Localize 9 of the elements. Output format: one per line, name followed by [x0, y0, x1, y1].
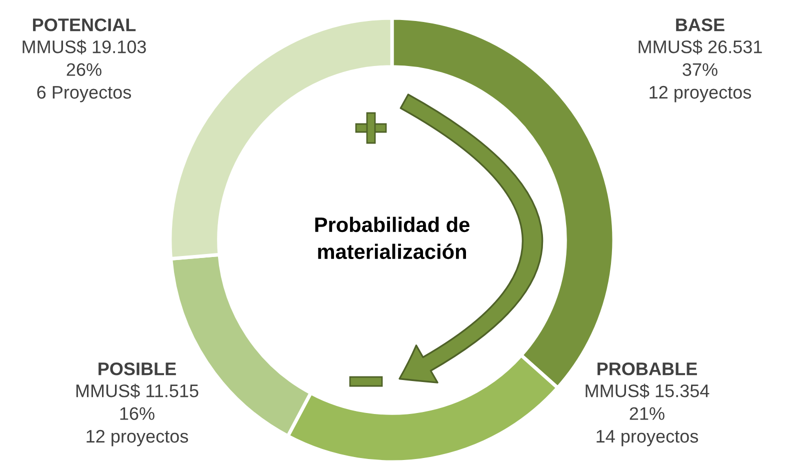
data-label: MMUS$ 15.354 21% 14 proyectos — [586, 384, 710, 446]
slice-label: PROBABLE — [598, 362, 697, 376]
slice-label: BASE — [676, 18, 724, 32]
data-label: MMUS$ 11.515 16% 12 proyectos — [76, 384, 198, 446]
data-label: MMUS$ 19.103 26% 6 Proyectos — [22, 40, 146, 102]
slice-label: POSIBLE — [98, 362, 176, 376]
text: Probabilidad de materialización — [315, 216, 470, 260]
slice-label: POTENCIAL — [33, 18, 136, 32]
data-label: MMUS$ 26.531 37% 12 proyectos — [638, 40, 762, 102]
